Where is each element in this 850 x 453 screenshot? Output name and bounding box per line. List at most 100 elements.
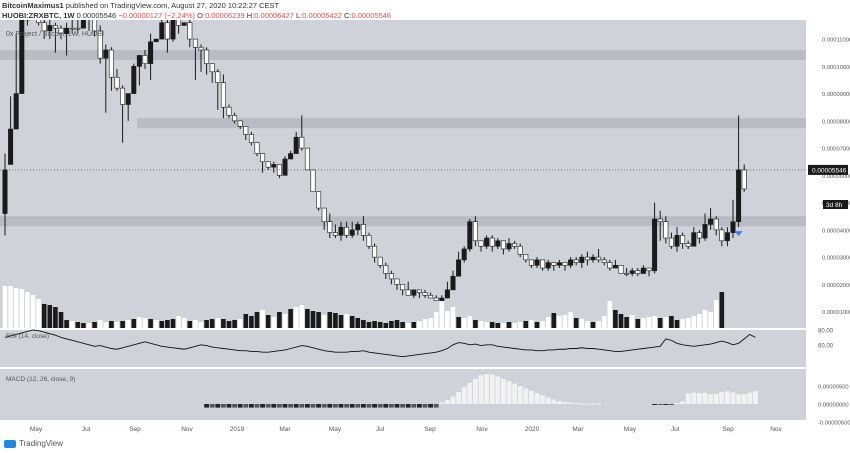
close-label: C: [343,11,352,20]
macd-bar [517,386,523,404]
volume-bar [433,312,439,328]
candle-body [321,207,327,222]
candle-body [534,259,540,266]
x-tick-label: Mar [279,426,291,433]
candle-body [97,30,103,59]
volume-bar [310,311,316,328]
candle-body [69,27,75,30]
volume-bar [450,307,456,328]
macd-bar [293,404,299,408]
volume-bar [551,313,557,328]
author-name[interactable]: BitcoinMaximus1 [2,1,64,10]
macd-bar [534,393,540,404]
candle-body [125,93,131,105]
volume-bar [545,317,551,328]
rsi-tick-label: 60.00 [818,343,834,349]
macd-pane-bg [0,369,806,420]
candle-body [366,235,372,247]
candle-body [36,20,42,24]
volume-bar [64,320,69,328]
volume-bar [2,286,8,328]
volume-bar [58,312,64,328]
candle-body [601,259,607,263]
volume-bar [97,320,103,328]
symbol-label: HUOBI:ZRXBTC, 1W [2,11,75,20]
candles [0,20,806,302]
volume-bar [170,319,176,328]
volume-bar [187,321,193,328]
candle-body [422,292,428,296]
macd-bar [260,404,265,408]
high-value: 0.00006427 [254,11,294,20]
candle-body [114,76,120,89]
volume-bar [361,320,366,328]
candle-body [327,221,333,233]
candle-body [674,235,680,247]
y-tick-label: 0.00006000 [822,174,850,180]
candle-body [131,66,137,94]
candle-body [506,243,512,250]
macd-bar [439,402,445,404]
volume-bar [215,318,221,328]
candle-body [708,218,714,225]
volume-bar [103,322,109,328]
candle-body [192,38,198,48]
x-tick-label: Sep [722,426,734,433]
candle-body [685,243,691,247]
macd-bar [310,404,316,408]
macd-bar [736,394,741,404]
candle-body [691,232,697,247]
macd-bar [456,392,461,404]
candle-body [433,297,439,302]
candle-body [316,191,322,209]
volume-bar [702,310,708,328]
macd-bar [282,404,288,408]
x-tick-label: Jul [82,426,91,433]
candle-body [181,22,187,26]
candle-body [47,25,53,32]
candle-body [635,270,641,274]
volume-bar [75,322,81,328]
macd-bar [590,403,596,405]
x-tick-label: Jul [671,426,680,433]
macd-bar [719,392,725,404]
tradingview-footer[interactable]: TradingView [4,439,63,448]
x-tick-label: May [30,426,43,433]
volume-bar [663,317,669,328]
volume-bar [573,318,579,328]
candle-body [176,20,182,26]
candle-body [265,161,271,168]
candle-body [472,221,478,242]
macd-bar [702,392,708,404]
volume-bar [92,322,97,328]
candle-body [75,27,81,30]
marker-arrow-icon [734,231,743,237]
macd-bar [221,404,226,408]
volume-bar [36,299,41,328]
chart-canvas[interactable]: 0.00011000 0.00010000 0.00009000 0.00008000… [0,20,850,438]
candle-body [332,232,338,236]
macd-bar [422,404,428,408]
volume-bar [624,317,629,328]
volume-bar [282,314,288,328]
volume-bar [120,321,125,328]
candle-body [2,169,8,214]
macd-pane-label: MACD (12, 26, close, 9) [6,376,75,383]
low-label: L: [296,11,303,20]
candle-body [209,63,215,73]
volume-bar [568,312,573,328]
main-pane-bg [0,20,806,328]
candle-body [58,27,64,34]
volume-bar [333,313,338,328]
macd-bar [333,404,338,408]
candle-body [254,142,260,154]
candle-body [713,218,719,231]
volume-bar [226,321,232,328]
candle-body [349,229,355,236]
macd-bar [433,404,439,408]
volume-bar [601,316,607,328]
macd-bar [243,404,249,408]
candle-body [461,248,467,261]
candle-body [142,55,148,64]
symbol-line: HUOBI:ZRXBTC, 1W 0.00005546 −0.00000127 … [2,11,391,20]
